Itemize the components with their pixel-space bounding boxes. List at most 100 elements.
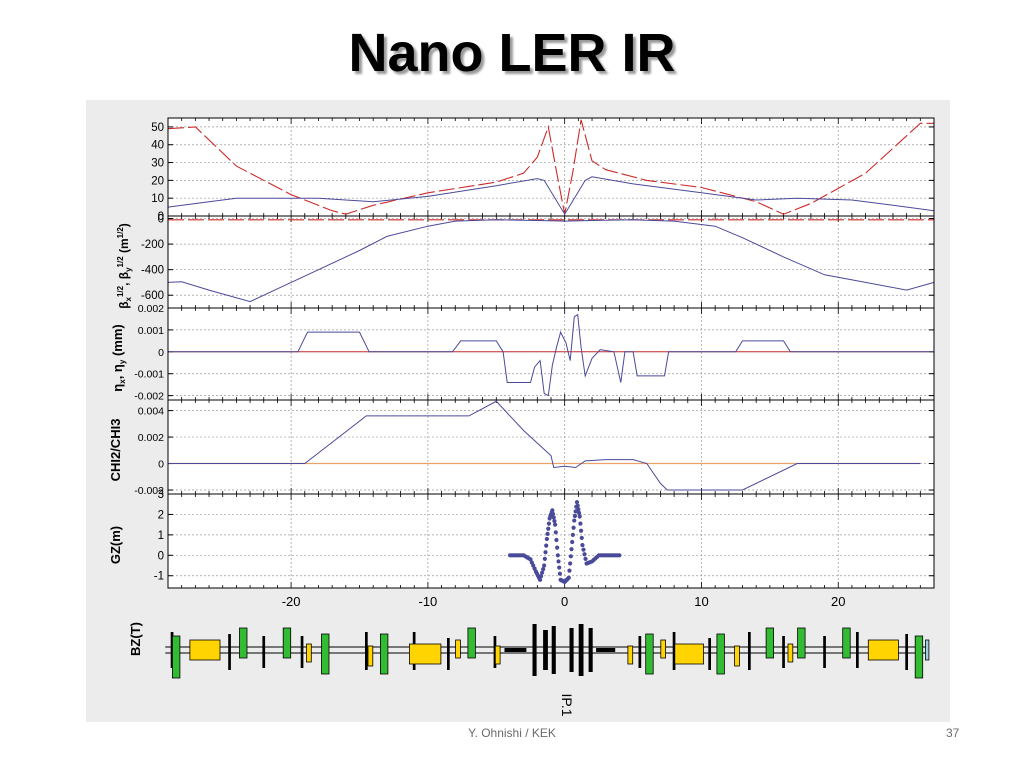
lattice-element-quadrupole [645, 633, 654, 675]
lattice-layout [165, 624, 930, 679]
y-tick-label: 0 [158, 211, 164, 223]
bz-point [557, 571, 562, 576]
bz-point [552, 518, 557, 524]
lattice-element-final-focus [543, 630, 548, 670]
y-tick-label: 1 [158, 530, 164, 542]
plot-area-beta [168, 118, 934, 216]
lattice-element-quadrupole [321, 633, 330, 675]
y-tick-label: 10 [151, 193, 164, 205]
lattice-element-marker [905, 634, 908, 670]
lattice-element-quadrupole [716, 633, 725, 675]
lattice-element-final-focus [578, 624, 584, 676]
bz-point [577, 514, 582, 519]
y-axis-label-gz: GZ(m) [108, 526, 123, 564]
bz-point [537, 577, 543, 582]
x-tick-label: -20 [282, 594, 301, 609]
y-tick-label: 40 [151, 140, 164, 152]
lattice-element-bend [627, 645, 634, 665]
y-tick-label: -0.002 [134, 485, 164, 497]
lattice-element-marker [748, 632, 751, 670]
y-axis-label-dispersion: ηx, ηy (mm) [110, 324, 127, 391]
y-tick-label: 0.004 [138, 406, 164, 418]
y-tick-label: -200 [141, 239, 164, 251]
bz-point [545, 531, 550, 536]
bz-point [568, 554, 573, 559]
panel-gz: -0.002 0 0.002 0.004 [134, 399, 935, 497]
bz-point [568, 561, 573, 566]
slide-title: Nano LER IR [348, 23, 676, 83]
lattice-element-marker [262, 636, 266, 668]
bz-point [567, 568, 572, 573]
lattice-element-bend [408, 643, 442, 665]
bz-point [583, 556, 588, 561]
bz-point [580, 542, 585, 548]
bz-point [550, 508, 555, 513]
plot-frame-bz [167, 493, 935, 589]
bz-point [538, 574, 544, 579]
panel-beta: 0 10 20 30 40 50 [151, 117, 935, 223]
lattice-element-final-focus [569, 628, 574, 672]
footer-author: Y. Ohnishi / KEK [468, 726, 556, 740]
x-tick-label: 10 [694, 594, 708, 609]
y-tick-label: -1 [154, 571, 164, 583]
y-tick-label: 0.002 [138, 303, 164, 315]
lattice-element-marker [300, 636, 304, 668]
lattice-element-marker [782, 636, 785, 668]
bz-point [576, 507, 581, 512]
bz-point [546, 521, 552, 526]
bz-point [542, 556, 547, 561]
y-tick-label: 20 [151, 175, 164, 187]
lattice-element-bend [867, 639, 899, 661]
figure-panel: 0 10 20 30 40 50 -600 -400 -200 0 -0.002 -0.001 0 0.0… [86, 100, 950, 722]
svg-text:ηx, ηy (mm): ηx, ηy (mm) [110, 324, 127, 391]
bz-point [550, 511, 556, 517]
bz-point [540, 570, 545, 575]
y-tick-label: 0 [158, 550, 164, 562]
panel-dispersion: -600 -400 -200 0 [141, 214, 935, 309]
plot-area-bz [168, 494, 934, 588]
x-tick-label: 0 [561, 594, 568, 609]
y-axis-label-beta: βx1/2, βy1/2 (m1/2) [116, 223, 133, 309]
lattice-element-quadrupole [797, 627, 806, 659]
series-beta-dashed-red [167, 119, 934, 215]
series-bz-dots [507, 500, 622, 584]
lattice-element-marker [856, 632, 859, 668]
y-tick-label: -600 [141, 290, 164, 302]
bz-point [544, 543, 549, 548]
lattice-element-bend [494, 645, 501, 665]
y-tick-label: 3 [158, 489, 164, 501]
lattice-element-bend [455, 639, 461, 659]
series-chi-solid-blue [168, 313, 934, 397]
bz-point [543, 550, 548, 555]
bz-point [555, 545, 560, 550]
y-tick-label: 0 [158, 214, 164, 226]
y-tick-label: 50 [151, 122, 164, 134]
bz-point [578, 528, 584, 533]
lattice-element-quadrupole [765, 627, 774, 659]
lattice-element-quadrupole [842, 627, 851, 659]
bz-point [575, 503, 580, 508]
series-beta-solid-blue [167, 176, 935, 216]
plot-area-dispersion [168, 216, 934, 308]
bz-point [572, 513, 578, 519]
lattice-element-quadrupole [172, 635, 181, 679]
panels-layer: 01020304050-600-400-2000-0.002-0.00100.0… [134, 117, 935, 589]
bz-point [553, 530, 558, 535]
y-axis-label-bz: BZ(T) [128, 622, 143, 656]
bz-point [551, 515, 556, 520]
bz-point [569, 547, 574, 552]
lattice-element-final-focus [588, 628, 593, 672]
optics-chart: 01020304050-600-400-2000-0.002-0.00100.0… [108, 117, 935, 717]
lattice-element-bend [674, 643, 704, 665]
bz-point [566, 575, 571, 580]
y-tick-label: 2 [158, 509, 164, 521]
lattice-element-final-focus [596, 648, 616, 652]
x-tick-labels: -20 -10 0 10 20 [282, 594, 846, 609]
panel-bz: -1 0 1 2 3 [154, 489, 935, 589]
series-dispersion-solid-blue [167, 219, 935, 303]
lattice-element-quadrupole [467, 627, 476, 659]
bz-point [581, 547, 586, 552]
series-gz-solid-blue [168, 400, 921, 491]
lattice-element-marker [447, 638, 450, 670]
lattice-element-marker [638, 636, 642, 668]
